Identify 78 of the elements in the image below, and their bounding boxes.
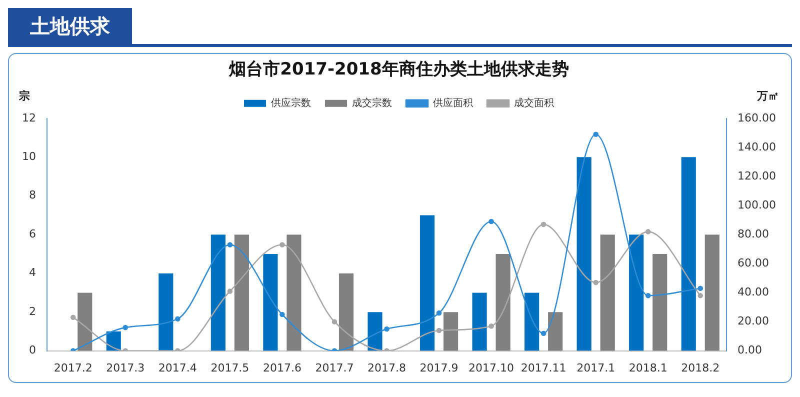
legend-label: 成交宗数 — [352, 96, 392, 109]
y2-tick-label: 0.00 — [738, 344, 762, 357]
y2-tick-label: 80.00 — [738, 227, 770, 240]
y2-tick-label: 120.00 — [738, 169, 776, 182]
x-tick-label: 2017.7 — [315, 361, 354, 374]
bar — [263, 254, 278, 351]
bar — [681, 157, 696, 351]
x-tick-label: 2017.9 — [420, 361, 458, 374]
point — [488, 323, 494, 329]
point — [698, 286, 704, 291]
bar — [338, 273, 354, 351]
point — [436, 310, 442, 316]
bar — [629, 234, 644, 351]
bar — [472, 292, 487, 351]
y2-tick-label: 60.00 — [738, 256, 770, 270]
chart-subtitle: 土地供求 — [8, 8, 132, 44]
point — [280, 312, 285, 318]
point — [540, 330, 546, 336]
chart-title: 烟台市2017-2018年商住办类土地供求走势 — [228, 60, 569, 80]
bar — [704, 234, 720, 351]
point — [227, 242, 233, 248]
x-tick-label: 2017.3 — [106, 361, 145, 374]
x-tick-label: 2017.10 — [468, 361, 514, 374]
y2-tick-label: 100.00 — [738, 198, 776, 212]
x-tick-label: 2017.1 — [576, 361, 616, 374]
point — [227, 288, 233, 294]
point — [593, 280, 598, 286]
x-tick-label: 2017.11 — [520, 361, 566, 374]
y2-tick-label: 20.00 — [738, 314, 770, 328]
bar — [576, 157, 592, 351]
bar — [443, 312, 458, 351]
point — [332, 319, 338, 324]
bar — [78, 292, 92, 351]
point — [384, 326, 390, 332]
x-tick-label: 2017.5 — [210, 361, 250, 374]
legend-label: 成交面积 — [514, 96, 554, 109]
point — [593, 132, 598, 138]
point — [698, 292, 704, 298]
y-tick-label: 2 — [28, 304, 36, 318]
bar — [524, 292, 540, 351]
legend-label: 供应宗数 — [271, 96, 311, 109]
bar — [234, 234, 249, 351]
x-tick-label: 2017.2 — [54, 361, 92, 374]
point — [645, 292, 651, 298]
y-tick-label: 12 — [22, 111, 36, 124]
point — [488, 218, 494, 224]
y-tick-label: 8 — [28, 188, 36, 202]
point — [645, 229, 651, 234]
bar — [210, 234, 226, 351]
bar — [652, 254, 668, 351]
point — [175, 316, 180, 322]
y-axis-title: 宗 — [18, 89, 30, 102]
point — [280, 242, 285, 248]
x-tick-label: 2018.2 — [681, 361, 720, 374]
point — [70, 314, 76, 320]
y2-tick-label: 140.00 — [738, 140, 776, 154]
y-tick-label: 0 — [28, 344, 36, 357]
bar — [286, 234, 302, 351]
bar — [600, 234, 615, 351]
y2-tick-label: 40.00 — [738, 286, 770, 299]
bar — [158, 273, 174, 351]
point — [436, 328, 442, 334]
x-tick-label: 2017.4 — [158, 361, 197, 374]
y-tick-label: 4 — [28, 266, 36, 280]
x-tick-label: 2017.6 — [262, 361, 302, 374]
point — [540, 222, 546, 228]
y-tick-label: 10 — [22, 150, 36, 163]
bar — [368, 312, 382, 351]
bar — [496, 254, 510, 351]
legend-label: 供应面积 — [433, 96, 473, 109]
point — [122, 324, 128, 330]
x-tick-label: 2017.8 — [368, 361, 406, 374]
y2-axis-title: 万㎡ — [756, 89, 779, 102]
x-tick-label: 2018.1 — [628, 361, 668, 374]
bar — [548, 312, 563, 351]
y-tick-label: 6 — [28, 227, 36, 240]
y2-tick-label: 160.00 — [738, 111, 776, 124]
bar — [420, 215, 435, 351]
